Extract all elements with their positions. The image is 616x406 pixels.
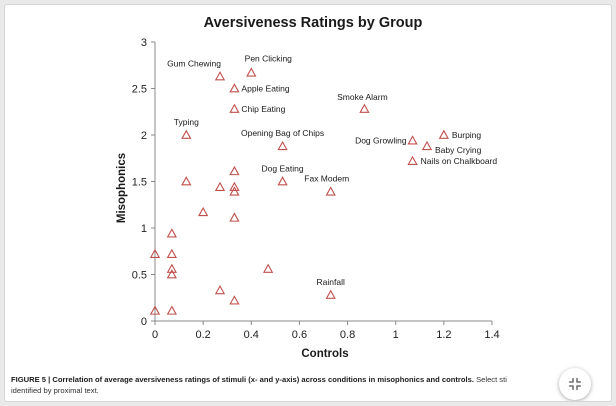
y-tick-label: 1 [141,223,147,235]
data-point-triangle [149,305,161,315]
data-point-triangle [181,129,192,139]
y-axis-ticks: 0 0.5 1 1.5 2 2.5 3 [132,37,155,328]
x-axis-title: Controls [301,348,348,360]
data-point-label: Typing [174,117,199,127]
y-tick-label: 0 [141,316,147,328]
data-point-label: Fax Modem [304,174,349,184]
data-point-label: Burping [452,130,482,140]
x-tick-label: 0.2 [195,329,210,341]
data-point-triangle [181,176,192,186]
data-point-triangle [198,206,209,217]
data-point-triangle [246,67,257,77]
x-tick-label: 1.2 [436,329,451,341]
data-point-triangle [277,140,288,151]
data-point-label: Nails on Chalkboard [421,156,498,166]
data-point-triangle [229,186,240,196]
data-point-label: Dog Eating [262,164,304,174]
x-tick-label: 1.4 [484,329,499,341]
chart-title: Aversiveness Ratings by Group [204,15,423,31]
data-point-triangle [229,181,240,191]
x-tick-label: 0 [152,329,158,341]
figure-card: Aversiveness Ratings by Group 0 0.5 1 1.5 2 2… [4,4,612,402]
data-point-triangle [359,103,370,113]
caption-line-2: identified by proximal text. [11,385,99,395]
y-axis-title: Misophonics [116,153,128,223]
data-point-triangle [325,289,336,299]
scatter-chart: Aversiveness Ratings by Group 0 0.5 1 1.5 2 2… [116,15,500,360]
data-point-triangle [229,212,240,222]
data-point-triangle [229,103,240,113]
x-tick-label: 1 [393,329,399,341]
data-point-label: Baby Crying [435,145,482,155]
y-tick-label: 3 [141,37,147,49]
data-point-label: Smoke Alarm [337,92,388,102]
point-labels: Gum Chewing Pen Clicking Apple Eating Chip … [167,54,497,287]
y-tick-label: 1.5 [132,177,147,189]
data-point-triangle [214,71,226,81]
figure-caption: FIGURE 5 | Correlation of average aversi… [11,375,551,396]
data-point-triangle [421,140,433,151]
data-point-triangle [438,129,449,139]
data-points [149,67,449,315]
y-tick-label: 2.5 [132,84,147,96]
data-point-triangle [407,135,418,145]
data-point-triangle [166,269,177,279]
x-tick-label: 0.4 [244,329,259,341]
data-point-triangle [229,165,240,176]
caption-lead: Correlation of average aversiveness rati… [52,375,474,384]
data-point-triangle [166,248,177,258]
collapse-figure-button[interactable] [559,368,591,400]
caption-rest: Select sti [476,375,507,384]
caption-fade [505,373,565,387]
data-point-label: Apple Eating [241,84,289,94]
data-point-triangle [325,186,336,196]
x-tick-label: 0.6 [292,329,307,341]
data-point-label: Dog Growling [355,136,407,146]
data-point-triangle [229,83,240,93]
data-point-triangle [166,228,177,238]
data-point-label: Chip Eating [241,104,285,114]
caption-figure-number: FIGURE 5 | [11,375,51,384]
data-point-triangle [149,248,161,258]
y-tick-label: 2 [141,130,147,142]
data-point-triangle [229,295,240,305]
data-point-triangle [407,155,418,165]
y-tick-label: 0.5 [132,270,147,282]
data-point-label: Rainfall [317,277,345,287]
data-point-triangle [166,305,177,315]
data-point-label: Opening Bag of Chips [241,128,324,138]
data-point-triangle [166,263,177,273]
collapse-arrows-icon [568,377,582,391]
x-tick-label: 0.8 [340,329,355,341]
data-point-triangle [214,181,226,191]
data-point-label: Pen Clicking [245,54,293,64]
data-point-triangle [263,263,274,273]
data-point-label: Gum Chewing [167,58,221,68]
x-axis-ticks: 0 0.2 0.4 0.6 0.8 1 1.2 1.4 [152,321,500,341]
data-point-triangle [214,284,226,295]
data-point-triangle [277,176,288,186]
caption-line-1: FIGURE 5 | Correlation of average aversi… [11,375,551,386]
